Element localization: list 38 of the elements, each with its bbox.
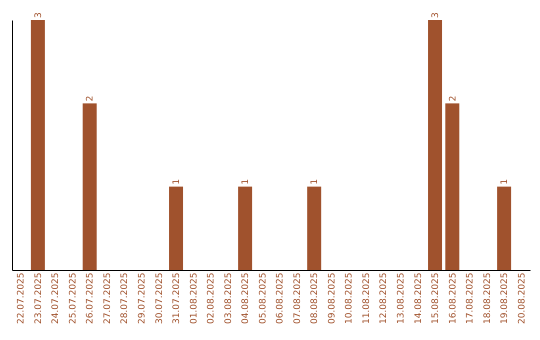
x-tick-label: 22.07.2025 <box>16 272 27 324</box>
x-tick-label: 28.07.2025 <box>120 272 130 324</box>
x-tick-label: 11.08.2025 <box>362 272 372 324</box>
data-label: 2 <box>86 96 96 102</box>
x-tick-label: 01.08.2025 <box>189 272 200 324</box>
data-label: 1 <box>310 178 320 185</box>
x-tick-label: 05.08.2025 <box>258 272 268 324</box>
data-label: 3 <box>431 12 442 18</box>
x-tick-label: 17.08.2025 <box>466 272 476 324</box>
x-tick-label: 19.08.2025 <box>500 272 510 324</box>
x-tick-label: 20.08.2025 <box>517 272 528 324</box>
data-label: 1 <box>172 178 182 185</box>
x-tick-label: 29.07.2025 <box>138 272 148 324</box>
data-label: 2 <box>448 96 458 102</box>
x-tick-label: 25.07.2025 <box>68 272 78 324</box>
x-tick-label: 31.07.2025 <box>172 272 182 324</box>
x-tick-label: 23.07.2025 <box>34 272 44 324</box>
x-tick-label: 04.08.2025 <box>241 272 252 324</box>
x-tick-label: 16.08.2025 <box>448 272 458 324</box>
x-tick-label: 18.08.2025 <box>482 272 493 324</box>
x-tick-label: 26.07.2025 <box>86 272 96 324</box>
x-tick-label: 02.08.2025 <box>206 272 217 324</box>
x-tick-label: 06.08.2025 <box>276 272 286 324</box>
x-tick-label: 10.08.2025 <box>344 272 355 324</box>
x-tick-label: 24.07.2025 <box>51 272 62 324</box>
x-tick-label: 14.08.2025 <box>414 272 424 324</box>
x-tick-label: 08.08.2025 <box>310 272 320 324</box>
x-tick-label: 15.08.2025 <box>431 272 442 324</box>
x-tick-label: 12.08.2025 <box>379 272 390 324</box>
x-tick-label: 07.08.2025 <box>292 272 303 324</box>
data-label: 1 <box>500 178 510 185</box>
data-label: 3 <box>34 12 44 18</box>
x-tick-label: 27.07.2025 <box>102 272 113 324</box>
data-label: 1 <box>241 178 252 185</box>
x-tick-label: 30.07.2025 <box>154 272 165 324</box>
x-tick-label: 03.08.2025 <box>224 272 234 324</box>
x-tick-label: 13.08.2025 <box>396 272 406 324</box>
x-tick-label: 09.08.2025 <box>327 272 338 324</box>
